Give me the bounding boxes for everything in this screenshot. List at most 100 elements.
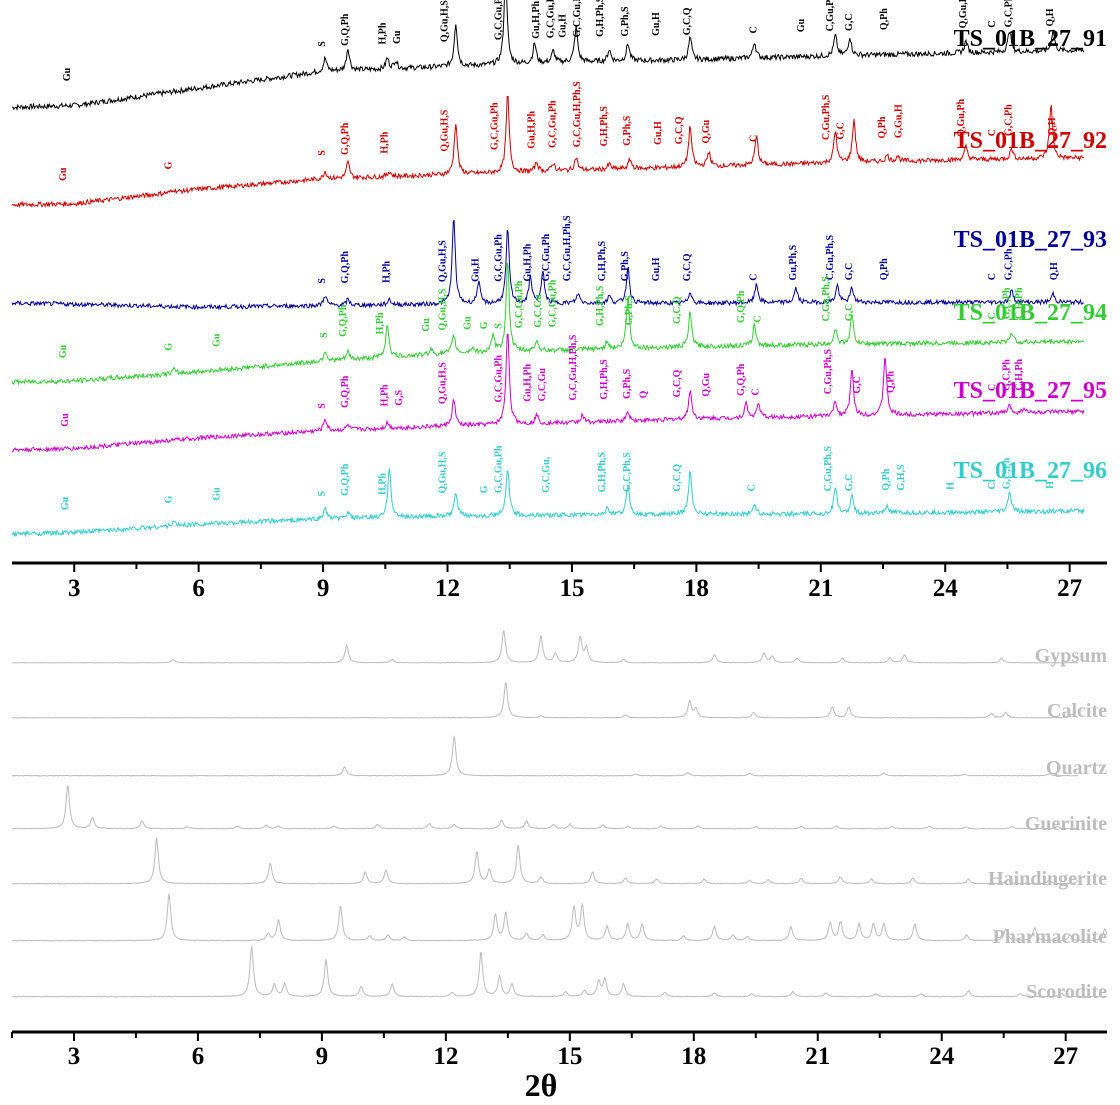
- peak-label: G,C,Gu,Ph: [493, 0, 504, 40]
- peak-label: Gu,H,Ph: [522, 364, 533, 402]
- reference-traces: [11, 630, 1108, 998]
- peak-label: Gu: [58, 344, 69, 358]
- peak-label: C,Gu,Ph,S: [823, 348, 834, 394]
- peak-label: Gu,H: [651, 257, 662, 281]
- peak-label: G,C,Ph: [1004, 0, 1015, 27]
- peak-label: G,C,Gu,Ph: [541, 233, 552, 281]
- reference-trace-gypsum: [11, 630, 1079, 664]
- reference-name-haindingerite: Haindingerite: [988, 868, 1107, 890]
- peak-label: H: [946, 482, 957, 490]
- reference-trace-scorodite: [12, 946, 1108, 998]
- peak-label: G,C: [836, 122, 847, 140]
- peak-label: Q,Gu: [701, 119, 712, 143]
- peak-label: Q,Ph: [881, 468, 892, 490]
- peak-label: Q: [639, 390, 650, 398]
- sample-peak-labels: Gu S G,Q,Ph H,Ph Gu Q,Gu,H,S G,C,Gu,Ph Gu,H,Ph G…: [58, 0, 1060, 510]
- x-tick-label: 18: [681, 1043, 706, 1070]
- peak-label: Gu: [58, 167, 69, 181]
- peak-label: Q,Ph: [885, 371, 896, 393]
- sample-traces: [11, 0, 1085, 538]
- peak-label: G,S: [394, 389, 405, 405]
- peak-label: G,H,Ph,S: [599, 106, 610, 147]
- peak-label: C,Gu,Ph,S: [825, 0, 836, 31]
- peak-label: C: [987, 273, 998, 280]
- peak-label: Q,Ph: [879, 8, 890, 30]
- peak-label: C: [987, 384, 998, 391]
- peak-label: H,Ph: [377, 22, 388, 44]
- peak-label: C: [987, 312, 998, 319]
- x-tick-label: 12: [433, 1043, 458, 1070]
- peak-label: G,Q,Ph: [736, 290, 747, 323]
- peak-label: G,Ph,S: [624, 295, 635, 325]
- reference-trace-calcite: [11, 682, 1079, 719]
- peak-label: H,Ph: [379, 384, 390, 406]
- peak-label: Gu,H: [558, 14, 569, 38]
- peak-label: G,Q,Ph: [340, 463, 351, 496]
- x-tick-label: 9: [317, 575, 330, 602]
- peak-label: Q,H: [1047, 117, 1058, 135]
- peak-label: Gu: [421, 318, 432, 332]
- x-tick-label: 18: [684, 575, 709, 602]
- peak-label: G,C,Q: [674, 116, 685, 144]
- reference-name-calcite: Calcite: [1047, 700, 1107, 722]
- peak-label: Q,Gu,H,S: [437, 451, 448, 493]
- peak-label: S: [317, 490, 328, 496]
- peak-label: Q,Gu,Ph: [958, 0, 969, 28]
- peak-label: Q,Gu,H,S: [440, 0, 451, 42]
- x-tick-label: 9: [316, 1043, 329, 1070]
- peak-label: G,C,Gu: [537, 368, 548, 402]
- trace-ts-01b-27-96: [11, 468, 1085, 538]
- x-tick-label: 15: [557, 1043, 582, 1070]
- peak-label: Q,H: [1049, 262, 1060, 280]
- x-tick-label: 21: [808, 575, 833, 602]
- peak-label: G,C,Ph: [1004, 248, 1015, 280]
- peak-label: S: [317, 403, 328, 409]
- peak-label: H,Ph: [375, 312, 386, 334]
- peak-label: G,Q,Ph: [338, 304, 349, 337]
- peak-label: G,C,Ph,S: [622, 452, 633, 492]
- trace-ts-01b-27-94: [11, 262, 1085, 386]
- peak-label: C: [749, 135, 760, 142]
- peak-label: C: [746, 484, 757, 491]
- reference-name-scorodite: Scorodite: [1026, 981, 1107, 1003]
- peak-label: Gu,H,Ph: [527, 110, 538, 148]
- sample-name-ts-01b-27-95: TS_01B_27_95: [954, 378, 1107, 404]
- peak-label: G,H,Ph,S: [597, 240, 608, 281]
- peak-label: S: [319, 332, 330, 338]
- peak-label: C,H,Ph: [1014, 287, 1025, 319]
- peak-label: H,Ph: [381, 260, 392, 282]
- peak-label: G,C,Q: [682, 7, 693, 35]
- x-tick-label: 24: [929, 1043, 955, 1070]
- peak-label: Gu: [60, 496, 71, 510]
- reference-names: Gypsum Calcite Quartz Guerinite Haindingerit…: [988, 645, 1107, 1003]
- peak-label: Gu,Ph,S: [788, 244, 799, 280]
- peak-label: Q,Gu,H,S: [437, 362, 448, 404]
- peak-label: G,C: [844, 13, 855, 31]
- peak-label: G,C,Gu,H,Ph,S: [562, 215, 573, 281]
- reference-pattern-panel: Gypsum Calcite Quartz Guerinite Haindingerit…: [11, 630, 1108, 1103]
- reference-trace-pharmacolite: [11, 893, 1108, 942]
- x-tick-label: 27: [1057, 575, 1082, 602]
- x-tick-label: 27: [1053, 1043, 1078, 1070]
- reference-name-guerinite: Guerinite: [1025, 813, 1107, 835]
- peak-label: H: [1045, 481, 1056, 489]
- peak-label: C: [751, 388, 762, 395]
- reference-trace-guerinite: [11, 785, 1079, 830]
- peak-label: G,Q,Ph: [340, 251, 351, 284]
- peak-label: H,Ph: [377, 473, 388, 495]
- peak-label: G,C,Ph: [1004, 104, 1015, 136]
- peak-label: Q,Gu,H,S: [440, 109, 451, 151]
- reference-x-axis: 3 6 9 12 15 18 21 24 27: [11, 1030, 1107, 1070]
- peak-label: G,Ph,S: [620, 251, 631, 281]
- sample-name-ts-01b-27-92: TS_01B_27_92: [954, 128, 1107, 154]
- peak-label: G,H,Ph,S: [599, 359, 610, 400]
- x-tick-label: 21: [805, 1043, 830, 1070]
- peak-label: G,C,Gu,Ph: [547, 279, 558, 327]
- peak-label: G: [164, 161, 175, 169]
- x-tick-label: 15: [559, 575, 584, 602]
- peak-label: G,C,Gu,Ph: [493, 234, 504, 282]
- reference-trace-quartz: [11, 735, 1079, 777]
- peak-label: Gu,H: [651, 12, 662, 36]
- x-tick-label: 3: [68, 575, 81, 602]
